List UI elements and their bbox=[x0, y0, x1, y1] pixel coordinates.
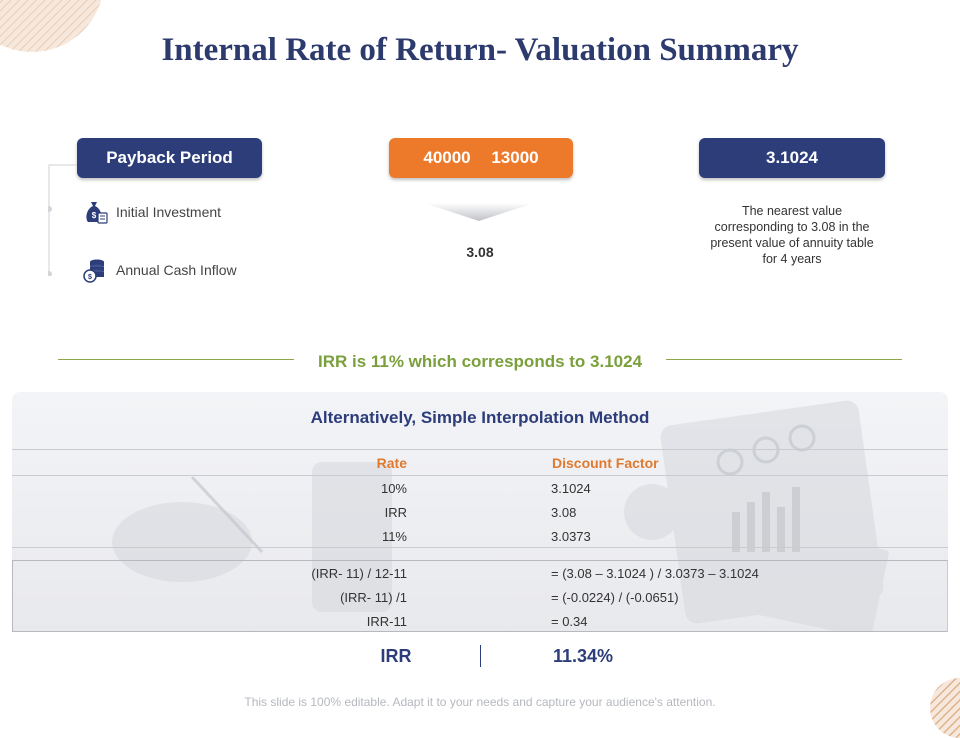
svg-text:$: $ bbox=[92, 211, 97, 220]
formula-right: = (3.08 – 3.1024 ) / 3.0373 – 3.1024 bbox=[551, 566, 759, 581]
svg-text:$: $ bbox=[88, 274, 92, 281]
page-title: Internal Rate of Return- Valuation Summa… bbox=[161, 32, 799, 68]
decorative-striped-circle bbox=[0, 0, 102, 52]
annual-cash-inflow-label: Annual Cash Inflow bbox=[116, 262, 237, 278]
formula-left: (IRR- 11) /1 bbox=[340, 590, 407, 605]
table-row-rate: 10% bbox=[380, 481, 407, 496]
interpolation-panel: Alternatively, Simple Interpolation Meth… bbox=[12, 392, 948, 632]
discount-factor-column-header: Discount Factor bbox=[552, 455, 659, 471]
result-value-box: 3.1024 bbox=[699, 138, 885, 178]
table-row-factor: 3.08 bbox=[551, 505, 577, 520]
table-divider bbox=[12, 475, 948, 476]
money-bag-icon: $ bbox=[86, 202, 108, 224]
initial-investment-label: Initial Investment bbox=[116, 204, 222, 220]
formula-left: (IRR- 11) / 12-11 bbox=[311, 566, 407, 581]
desk-background-image bbox=[112, 400, 889, 632]
payback-connector-line bbox=[48, 164, 77, 276]
formula-right: = (-0.0224) / (-0.0651) bbox=[551, 590, 679, 605]
formula-box bbox=[12, 560, 948, 632]
irr-statement: IRR is 11% which corresponds to 3.1024 bbox=[317, 352, 643, 371]
formula-right: = 0.34 bbox=[551, 614, 588, 629]
table-divider bbox=[12, 547, 948, 548]
table-divider bbox=[12, 449, 948, 450]
formula-left: IRR-11 bbox=[366, 614, 407, 629]
initial-investment-item: $ Initial Investment bbox=[82, 199, 221, 225]
irr-result-value: 11.34% bbox=[552, 646, 614, 666]
irr-divider-right bbox=[666, 359, 902, 360]
table-row-rate: IRR bbox=[384, 505, 407, 520]
payback-values-box: 40000 13000 bbox=[389, 138, 573, 178]
interpolation-title: Alternatively, Simple Interpolation Meth… bbox=[310, 408, 650, 427]
annuity-table-note: The nearest value corresponding to 3.08 … bbox=[710, 204, 874, 266]
footer-note: This slide is 100% editable. Adapt it to… bbox=[244, 695, 716, 709]
irr-result-separator bbox=[480, 645, 481, 667]
table-row-factor: 3.1024 bbox=[551, 481, 591, 496]
irr-result-label: IRR bbox=[380, 646, 412, 666]
payback-period-box: Payback Period bbox=[77, 138, 262, 178]
rate-column-header: Rate bbox=[376, 455, 407, 471]
irr-divider-left bbox=[58, 359, 294, 360]
computed-payback-value: 3.08 bbox=[466, 244, 494, 260]
down-arrow-shape bbox=[424, 203, 534, 221]
table-row-rate: 11% bbox=[381, 529, 407, 544]
coin-stack-icon: $ bbox=[83, 259, 104, 283]
table-row-factor: 3.0373 bbox=[551, 529, 591, 544]
annual-cash-inflow-item: $ Annual Cash Inflow bbox=[82, 257, 237, 283]
